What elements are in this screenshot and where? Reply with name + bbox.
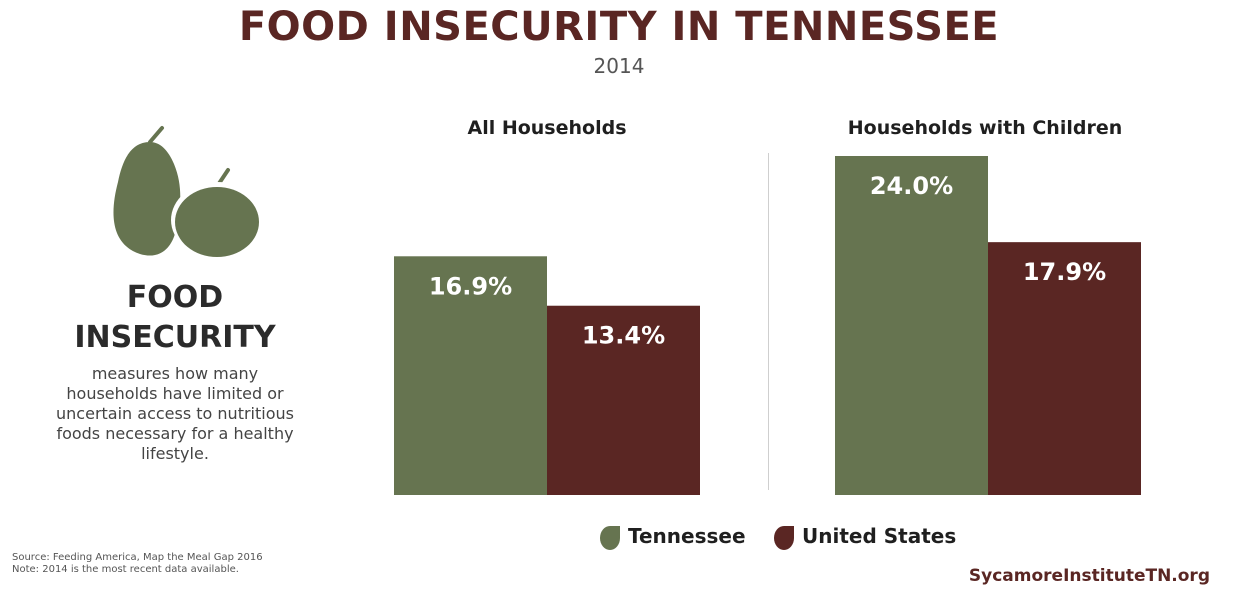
bar-united-states-0 xyxy=(547,305,700,495)
source-note: Source: Feeding America, Map the Meal Ga… xyxy=(12,552,263,576)
food-insecurity-description: measures how many households have limite… xyxy=(56,364,294,463)
chart-title: FOOD INSECURITY IN TENNESSEE xyxy=(238,4,1000,50)
bar-tennessee-0 xyxy=(394,256,547,495)
data-label-united-states-0: 13.4% xyxy=(582,322,665,350)
website-link[interactable]: SycamoreInstituteTN.org xyxy=(968,566,1210,586)
legend-swatch-united-states xyxy=(774,526,794,550)
bar-tennessee-1 xyxy=(835,156,988,495)
chart-subtitle: 2014 xyxy=(593,54,645,78)
legend-swatch-tennessee xyxy=(600,526,620,550)
source-line: Source: Feeding America, Map the Meal Ga… xyxy=(12,552,263,563)
category-label-households-with-children: Households with Children xyxy=(847,117,1123,139)
food-insecurity-heading-line2: INSECURITY xyxy=(74,320,276,355)
bar-united-states-1 xyxy=(988,242,1141,495)
category-label-all-households: All Households xyxy=(467,117,627,139)
data-label-tennessee-0: 16.9% xyxy=(429,272,512,300)
pear-apple-icon xyxy=(113,126,263,258)
legend-label-tennessee: Tennessee xyxy=(628,524,746,548)
data-label-united-states-1: 17.9% xyxy=(1023,258,1106,286)
group-divider xyxy=(768,153,769,490)
food-insecurity-heading-line1: FOOD xyxy=(126,280,224,315)
note-line: Note: 2014 is the most recent data avail… xyxy=(12,564,239,575)
legend-label-united-states: United States xyxy=(802,524,957,548)
data-label-tennessee-1: 24.0% xyxy=(870,172,953,200)
